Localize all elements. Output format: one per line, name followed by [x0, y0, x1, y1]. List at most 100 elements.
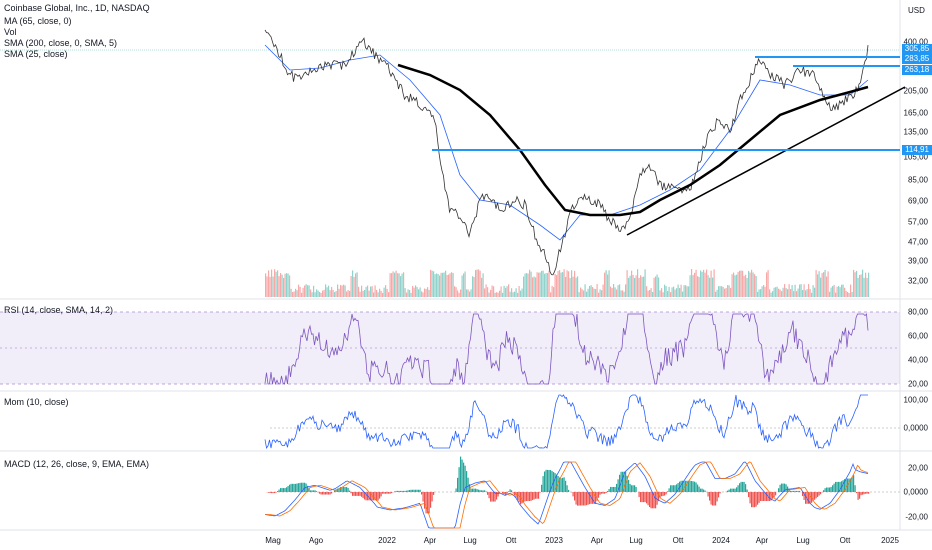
bar	[710, 492, 712, 505]
bar	[766, 272, 768, 297]
bar	[829, 291, 831, 297]
bar	[622, 471, 624, 492]
bar	[698, 486, 700, 492]
price-tag: 305,85	[902, 44, 932, 54]
bar	[563, 477, 565, 492]
bar	[611, 486, 613, 492]
bar	[695, 269, 697, 297]
bar	[359, 291, 361, 297]
bar	[635, 486, 637, 492]
bar	[551, 471, 553, 492]
bar	[487, 492, 489, 495]
bar	[731, 274, 733, 297]
bar	[301, 482, 303, 492]
bar	[599, 289, 601, 297]
bar	[424, 288, 426, 297]
bar	[533, 492, 535, 500]
bar	[734, 488, 736, 492]
bar	[650, 288, 652, 297]
bar	[598, 292, 600, 297]
bar	[542, 476, 544, 492]
bar	[302, 287, 304, 297]
indicator-label: Vol	[4, 27, 17, 37]
bar	[608, 270, 610, 297]
time-axis-label: 2025	[881, 536, 899, 545]
bar	[865, 492, 867, 494]
bar	[778, 288, 780, 297]
bar	[349, 291, 351, 297]
bar	[845, 478, 847, 492]
bar	[322, 290, 324, 297]
bar	[748, 492, 750, 498]
bar	[406, 490, 408, 492]
bar	[496, 492, 498, 500]
bar	[830, 486, 832, 492]
bar	[287, 273, 289, 297]
bar	[785, 484, 787, 492]
bar	[811, 292, 813, 297]
panel-title: RSI (14, close, SMA, 14, 2)	[4, 305, 114, 315]
bar	[404, 490, 406, 492]
bar	[382, 292, 384, 297]
bar	[727, 490, 729, 492]
bar	[758, 289, 760, 297]
bar	[736, 274, 738, 297]
bar	[508, 284, 510, 297]
bar	[473, 488, 475, 492]
bar	[853, 475, 855, 492]
bar	[502, 492, 504, 494]
bar	[371, 286, 373, 297]
bar	[641, 276, 643, 297]
bar	[473, 277, 475, 297]
bar	[803, 284, 805, 297]
bar	[380, 290, 382, 297]
bar	[850, 284, 852, 297]
bar	[370, 286, 372, 297]
bar	[419, 489, 421, 492]
bar	[494, 492, 496, 502]
rsi-axis-label: 40,00	[907, 355, 928, 365]
bar	[809, 288, 811, 297]
bar	[862, 492, 864, 495]
bar	[599, 492, 601, 495]
bar	[367, 285, 369, 297]
bar	[353, 492, 355, 496]
bar	[494, 292, 496, 297]
bar	[718, 286, 720, 297]
bar	[686, 286, 688, 297]
bar	[340, 284, 342, 297]
bar	[481, 277, 483, 297]
bar	[320, 492, 322, 495]
bar	[778, 488, 780, 492]
bar	[338, 288, 340, 297]
bar	[790, 289, 792, 297]
bar	[347, 290, 349, 297]
bar	[437, 273, 439, 297]
bar	[383, 492, 385, 494]
bar	[376, 289, 378, 297]
rsi-axis-label: 80,00	[907, 307, 928, 317]
bar	[662, 292, 664, 297]
bar	[703, 269, 705, 297]
bar	[502, 292, 504, 297]
bar	[694, 272, 696, 297]
bar	[397, 490, 399, 492]
bar	[628, 277, 630, 297]
bar	[332, 289, 334, 297]
bar	[623, 471, 625, 492]
bar	[617, 285, 619, 297]
bar	[652, 492, 654, 509]
bar	[356, 492, 358, 496]
bar	[635, 275, 637, 297]
bar	[659, 492, 661, 498]
bar	[445, 270, 447, 297]
bar	[484, 490, 486, 492]
bar	[757, 492, 759, 505]
bar	[728, 489, 730, 492]
bar	[352, 492, 354, 496]
bar	[838, 481, 840, 492]
bar	[779, 289, 781, 297]
bar	[319, 492, 321, 494]
bar	[364, 289, 366, 297]
bar	[755, 276, 757, 297]
